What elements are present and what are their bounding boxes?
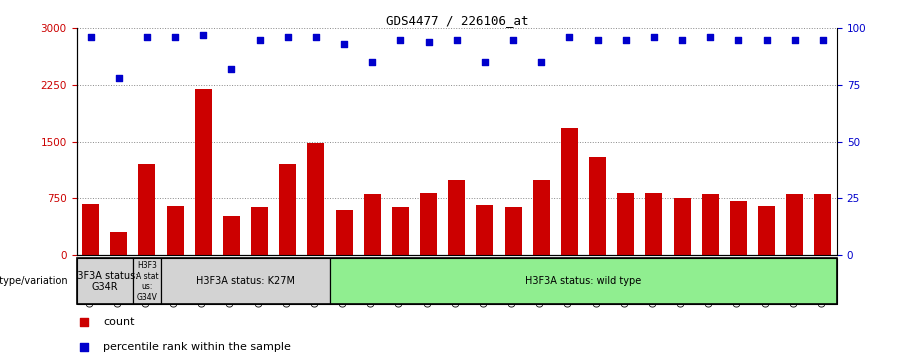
Title: GDS4477 / 226106_at: GDS4477 / 226106_at: [385, 14, 528, 27]
Point: [337, 41, 351, 47]
Point: [112, 75, 126, 81]
Bar: [645, 193, 662, 255]
Point: [618, 37, 633, 42]
Bar: [392, 206, 409, 255]
Bar: [673, 198, 690, 255]
Bar: [166, 206, 184, 255]
Bar: [617, 193, 634, 255]
Bar: [787, 194, 803, 255]
Text: percentile rank within the sample: percentile rank within the sample: [104, 342, 291, 352]
Text: H3F3A status: K27M: H3F3A status: K27M: [196, 276, 295, 286]
Bar: [814, 194, 832, 255]
Bar: [161, 258, 330, 304]
Bar: [76, 258, 133, 304]
Point: [506, 37, 520, 42]
Point: [449, 37, 464, 42]
Bar: [561, 128, 578, 255]
Text: count: count: [104, 317, 135, 327]
Text: H3F3A status: wild type: H3F3A status: wild type: [526, 276, 642, 286]
Bar: [133, 258, 161, 304]
Bar: [533, 180, 550, 255]
Point: [760, 37, 774, 42]
Bar: [505, 206, 521, 255]
Bar: [139, 164, 156, 255]
Text: H3F3
A stat
us:
G34V: H3F3 A stat us: G34V: [136, 261, 158, 302]
Point: [675, 37, 689, 42]
Bar: [251, 207, 268, 255]
Point: [788, 37, 802, 42]
Point: [365, 59, 380, 65]
Point: [224, 66, 238, 72]
Point: [562, 35, 577, 40]
Bar: [758, 206, 775, 255]
Point: [309, 35, 323, 40]
Bar: [279, 164, 296, 255]
Point: [703, 35, 717, 40]
Point: [252, 37, 266, 42]
Point: [140, 35, 154, 40]
Text: H3F3A status:
G34R: H3F3A status: G34R: [70, 270, 139, 292]
Point: [84, 35, 98, 40]
Text: genotype/variation: genotype/variation: [0, 276, 68, 286]
Bar: [223, 216, 240, 255]
Bar: [308, 143, 324, 255]
Point: [590, 37, 605, 42]
Point: [534, 59, 548, 65]
Point: [196, 32, 211, 38]
Bar: [702, 194, 719, 255]
Bar: [590, 157, 606, 255]
Bar: [336, 210, 353, 255]
Point: [421, 39, 436, 45]
Point: [281, 35, 295, 40]
Bar: [82, 204, 99, 255]
Point: [731, 37, 745, 42]
Bar: [330, 258, 837, 304]
Bar: [111, 232, 127, 255]
Point: [647, 35, 662, 40]
Bar: [476, 205, 493, 255]
Bar: [194, 89, 212, 255]
Point: [76, 319, 91, 325]
Bar: [364, 194, 381, 255]
Point: [168, 35, 183, 40]
Point: [815, 37, 830, 42]
Bar: [420, 193, 437, 255]
Bar: [448, 180, 465, 255]
Point: [478, 59, 492, 65]
Bar: [730, 200, 747, 255]
Point: [393, 37, 408, 42]
Point: [76, 344, 91, 349]
